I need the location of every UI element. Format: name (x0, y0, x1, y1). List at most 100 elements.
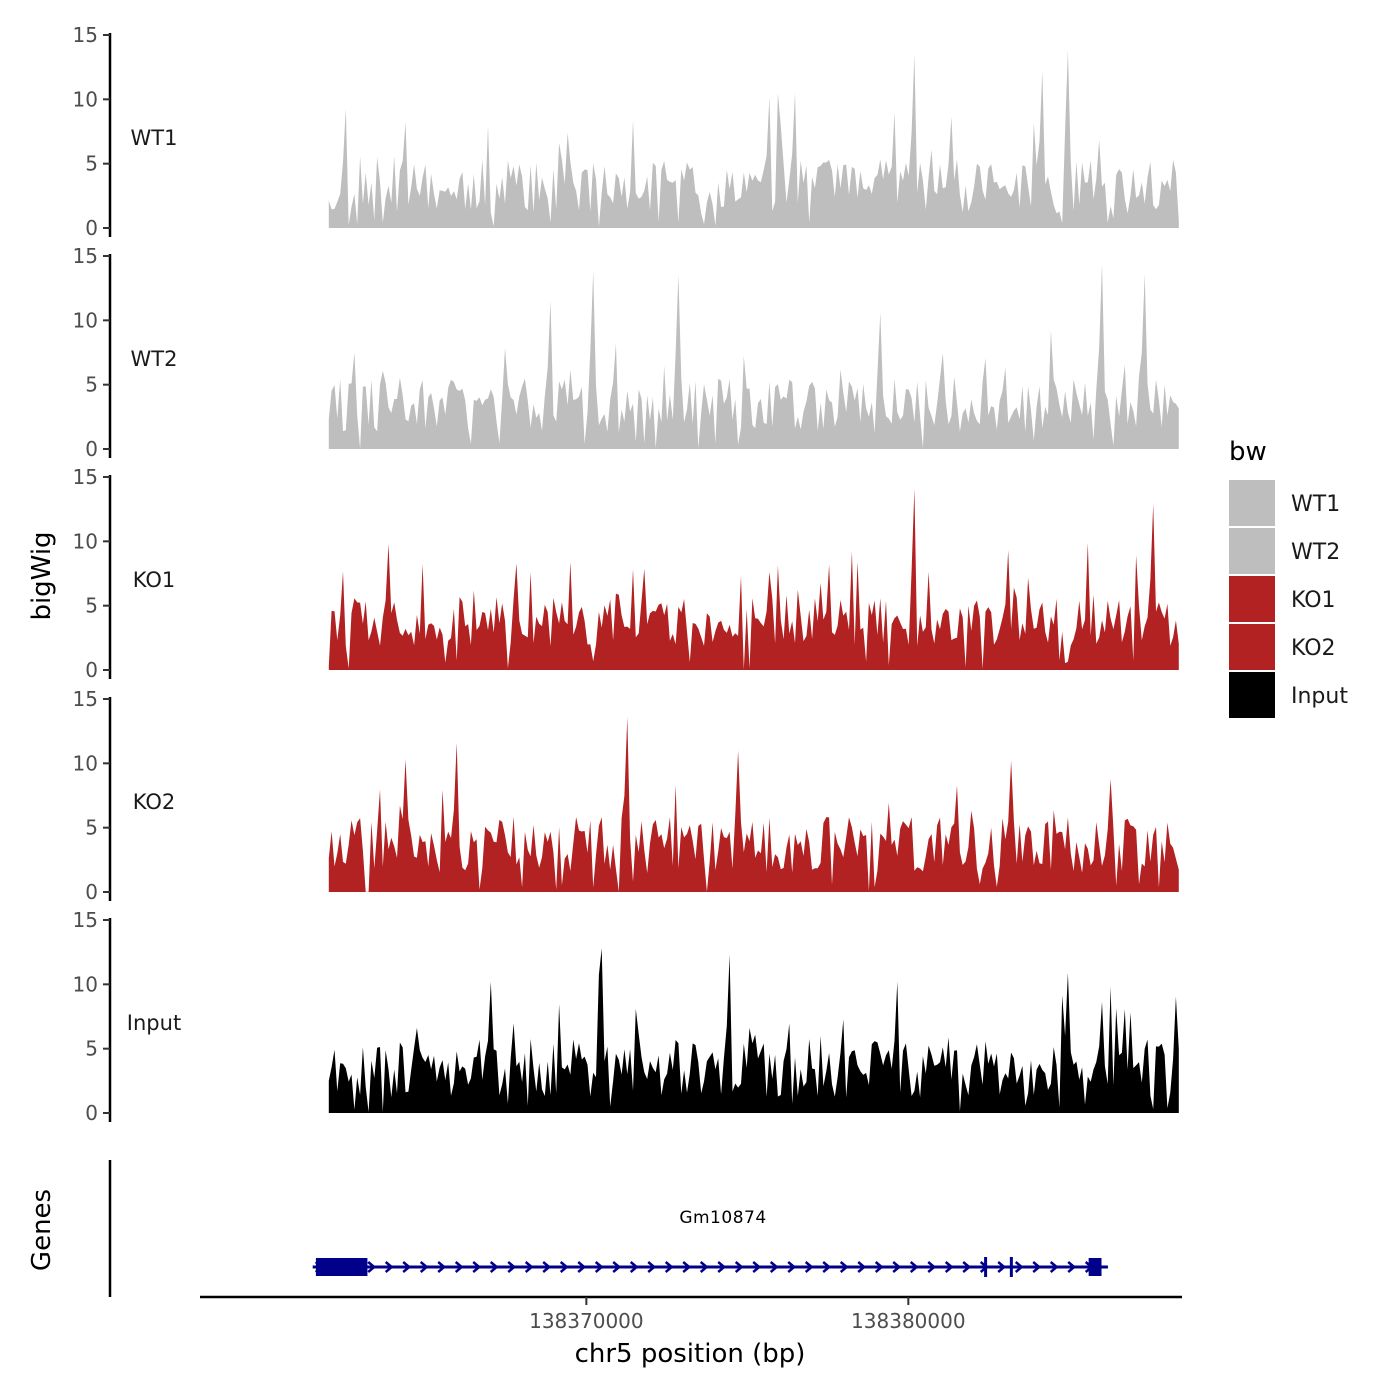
y-tick-label: 10 (73, 308, 98, 332)
y-tick-label: 5 (85, 1037, 98, 1061)
y-tick-label: 5 (85, 594, 98, 618)
legend-swatch-wt2 (1229, 528, 1275, 574)
strand-arrow (402, 1261, 412, 1273)
strand-arrow (419, 1261, 429, 1273)
gene-name-label: Gm10874 (679, 1208, 766, 1228)
strand-arrow (997, 1261, 1007, 1273)
legend-label-wt2: WT2 (1291, 540, 1340, 565)
legend-swatch-ko1 (1229, 576, 1275, 622)
strand-arrow (962, 1261, 972, 1273)
legend-swatch-input (1229, 672, 1275, 718)
y-tick-label: 15 (73, 465, 98, 489)
y-tick-label: 10 (73, 972, 98, 996)
y-tick-label: 15 (73, 244, 98, 268)
signal-area-ko2 (328, 717, 1179, 892)
strand-arrow (822, 1261, 832, 1273)
track-ko2: 0 5 10 15 KO2 (73, 687, 1179, 904)
strand-arrow (857, 1261, 867, 1273)
y-tick-label: 0 (85, 880, 98, 904)
y-axis-title: bigWig (27, 531, 57, 620)
legend-swatch-wt1 (1229, 480, 1275, 526)
strand-arrow (559, 1261, 569, 1273)
strand-arrow (1014, 1261, 1024, 1273)
signal-area-wt2 (328, 263, 1179, 449)
track-wt2: 0 5 10 15 WT2 (73, 244, 1179, 461)
strand-arrow (927, 1261, 937, 1273)
strand-arrow (647, 1261, 657, 1273)
strand-arrow (752, 1261, 762, 1273)
gene-exon (1088, 1258, 1102, 1276)
x-axis-title: chr5 position (bp) (575, 1339, 806, 1369)
y-tick-label: 5 (85, 373, 98, 397)
y-tick-label: 0 (85, 658, 98, 682)
y-tick-label: 0 (85, 437, 98, 461)
x-tick-label: 138370000 (529, 1309, 644, 1333)
legend-label-input: Input (1291, 684, 1348, 709)
strand-arrow (577, 1261, 587, 1273)
track-input: 0 5 10 15 Input (73, 908, 1179, 1125)
y-tick-label: 15 (73, 23, 98, 47)
y-tick-label: 10 (73, 87, 98, 111)
strand-arrow (839, 1261, 849, 1273)
legend-title: bw (1229, 437, 1267, 467)
strand-arrow (1049, 1261, 1059, 1273)
strand-arrow (682, 1261, 692, 1273)
signal-area-wt1 (328, 50, 1179, 229)
strand-arrow (909, 1261, 919, 1273)
strand-arrow (437, 1261, 447, 1273)
track-ko1: 0 5 10 15 KO1 (73, 465, 1179, 682)
gene-exon (315, 1258, 368, 1276)
track-label: KO1 (133, 568, 176, 592)
y-tick-label: 15 (73, 908, 98, 932)
strand-arrow (874, 1261, 884, 1273)
legend-label-ko2: KO2 (1291, 636, 1336, 661)
track-wt1: 0 5 10 15 WT1 (73, 23, 1179, 240)
strand-arrow (489, 1261, 499, 1273)
track-label: Input (127, 1011, 181, 1035)
strand-arrow (769, 1261, 779, 1273)
strand-arrow (542, 1261, 552, 1273)
strand-arrow (507, 1261, 517, 1273)
strand-arrow (384, 1261, 394, 1273)
strand-arrow (367, 1261, 377, 1273)
x-tick-label: 138380000 (851, 1309, 966, 1333)
strand-arrow (454, 1261, 464, 1273)
track-label: WT1 (131, 126, 178, 150)
strand-arrow (787, 1261, 797, 1273)
legend-swatch-ko2 (1229, 624, 1275, 670)
legend-label-ko1: KO1 (1291, 588, 1336, 613)
strand-arrow (664, 1261, 674, 1273)
y-tick-label: 10 (73, 529, 98, 553)
signal-tracks: 0 5 10 15 WT1 0 5 10 15 WT2 0 5 10 15 KO1 0 5 10 15 KO2 0 5 10… (73, 23, 1179, 1125)
strand-arrow (524, 1261, 534, 1273)
signal-area-input (328, 948, 1179, 1113)
legend-label-wt1: WT1 (1291, 492, 1340, 517)
strand-arrow (629, 1261, 639, 1273)
y-tick-label: 15 (73, 687, 98, 711)
strand-arrow (734, 1261, 744, 1273)
strand-arrow (472, 1261, 482, 1273)
strand-arrow (804, 1261, 814, 1273)
legend: bw WT1 WT2 KO1 KO2 Input (1229, 437, 1348, 718)
y-tick-label: 5 (85, 152, 98, 176)
track-label: KO2 (133, 790, 176, 814)
genes-panel: Gm10874 Genes (27, 1160, 1108, 1297)
strand-arrow (699, 1261, 709, 1273)
strand-arrow (612, 1261, 622, 1273)
genes-axis-title: Genes (27, 1189, 57, 1271)
x-axis: 138370000 138380000 (200, 1295, 1182, 1333)
strand-arrow (1032, 1261, 1042, 1273)
gene-model (312, 1257, 1108, 1277)
track-label: WT2 (131, 347, 178, 371)
y-tick-label: 0 (85, 1101, 98, 1125)
signal-area-ko1 (328, 488, 1179, 670)
strand-arrow (892, 1261, 902, 1273)
strand-arrow (594, 1261, 604, 1273)
strand-arrow (717, 1261, 727, 1273)
strand-arrow (1067, 1261, 1077, 1273)
y-tick-label: 0 (85, 216, 98, 240)
strand-arrow (944, 1261, 954, 1273)
y-tick-label: 5 (85, 816, 98, 840)
y-tick-label: 10 (73, 751, 98, 775)
